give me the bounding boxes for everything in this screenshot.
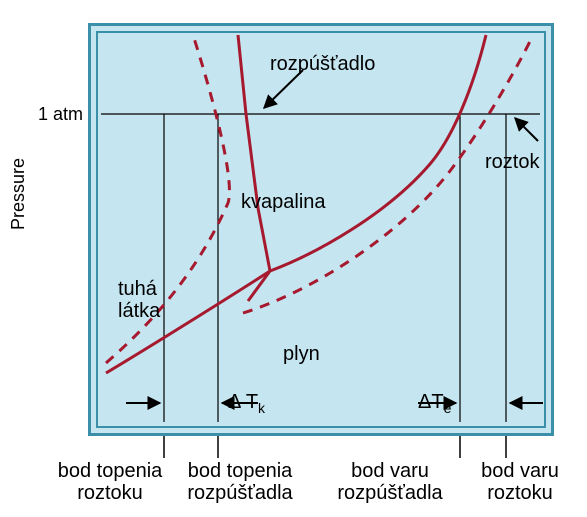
label-delta-tk: Δ Tk bbox=[228, 391, 265, 416]
label-boil-solvent: bod varu rozpúšťadla bbox=[330, 460, 450, 504]
label-solvent: rozpúšťadlo bbox=[270, 53, 375, 76]
plot-area: kvapalina tuhá látka plyn rozpúšťadlo ro… bbox=[88, 23, 554, 436]
label-gas: plyn bbox=[283, 343, 320, 366]
label-freeze-solvent-l1: bod topenia bbox=[188, 460, 293, 482]
one-atm-label: 1 atm bbox=[38, 104, 83, 125]
label-solution: roztok bbox=[485, 151, 539, 174]
label-boil-solution-l1: bod varu bbox=[481, 460, 559, 482]
delta-tk-prefix: Δ T bbox=[228, 391, 258, 413]
label-freeze-solvent-l2: rozpúšťadla bbox=[187, 482, 292, 504]
tick-svg bbox=[88, 436, 554, 460]
label-boil-solvent-l1: bod varu bbox=[351, 460, 429, 482]
phase-diagram-container: Pressure 1 atm bbox=[0, 0, 587, 517]
label-boil-solution-l2: roztoku bbox=[487, 482, 553, 504]
label-freeze-solvent: bod topenia rozpúšťadla bbox=[180, 460, 300, 504]
curve-solvent-fusion bbox=[238, 35, 270, 271]
label-freeze-solution-l2: roztoku bbox=[77, 482, 143, 504]
y-axis-label: Pressure bbox=[8, 158, 29, 230]
diagram-svg bbox=[88, 23, 554, 436]
label-delta-te: ΔTe bbox=[418, 391, 451, 416]
label-boil-solvent-l2: rozpúšťadla bbox=[337, 482, 442, 504]
curve-triple-branch bbox=[248, 271, 270, 301]
label-liquid: kvapalina bbox=[241, 191, 326, 214]
label-solid-2: látka bbox=[118, 300, 160, 323]
arrow-solution bbox=[515, 118, 538, 141]
label-freeze-solution: bod topenia roztoku bbox=[50, 460, 170, 504]
label-boil-solution: bod varu roztoku bbox=[465, 460, 575, 504]
label-freeze-solution-l1: bod topenia bbox=[58, 460, 163, 482]
curve-solution-vapor bbox=[243, 35, 533, 313]
label-solid-1: tuhá bbox=[118, 278, 157, 301]
delta-te-sub: e bbox=[444, 400, 452, 416]
delta-tk-sub: k bbox=[258, 400, 265, 416]
delta-te-prefix: ΔT bbox=[418, 391, 444, 413]
